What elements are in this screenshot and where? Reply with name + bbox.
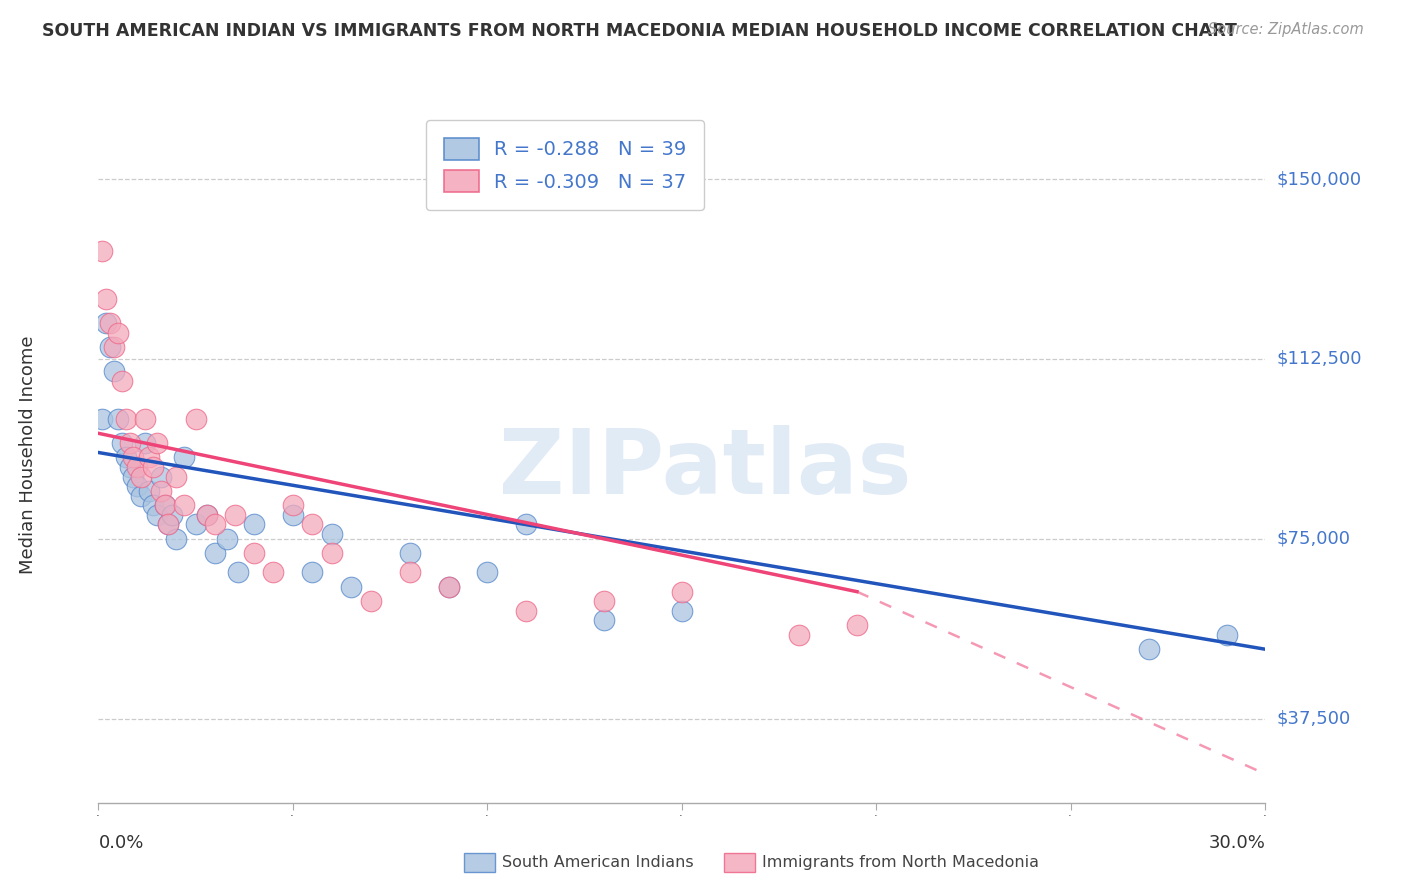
Point xyxy=(845,618,868,632)
Point xyxy=(142,459,165,474)
Point xyxy=(301,566,323,580)
Point xyxy=(243,517,266,532)
Text: $112,500: $112,500 xyxy=(1277,350,1362,368)
Point xyxy=(103,340,125,354)
Point xyxy=(173,450,195,465)
Point xyxy=(96,292,118,306)
Point xyxy=(149,469,172,483)
Point xyxy=(173,498,195,512)
Point xyxy=(107,326,129,340)
Point xyxy=(122,469,145,483)
Point xyxy=(146,508,169,522)
Point xyxy=(127,479,149,493)
Point xyxy=(671,584,693,599)
Point xyxy=(138,450,160,465)
Point xyxy=(477,566,499,580)
Point xyxy=(107,412,129,426)
Point xyxy=(515,517,537,532)
Point xyxy=(398,546,420,560)
Text: Immigrants from North Macedonia: Immigrants from North Macedonia xyxy=(762,855,1039,870)
Point xyxy=(437,580,460,594)
Point xyxy=(157,517,180,532)
Point xyxy=(153,498,176,512)
Point xyxy=(184,412,207,426)
Point xyxy=(138,483,160,498)
Text: 0.0%: 0.0% xyxy=(98,834,143,852)
Text: 30.0%: 30.0% xyxy=(1209,834,1265,852)
Point xyxy=(111,436,134,450)
Point xyxy=(398,566,420,580)
Point xyxy=(118,436,141,450)
Point xyxy=(195,508,218,522)
Point xyxy=(118,459,141,474)
Point xyxy=(321,527,343,541)
Text: SOUTH AMERICAN INDIAN VS IMMIGRANTS FROM NORTH MACEDONIA MEDIAN HOUSEHOLD INCOME: SOUTH AMERICAN INDIAN VS IMMIGRANTS FROM… xyxy=(42,22,1237,40)
Point xyxy=(243,546,266,560)
Point xyxy=(671,604,693,618)
Point xyxy=(301,517,323,532)
Text: ZIPatlas: ZIPatlas xyxy=(499,425,911,513)
Point xyxy=(98,340,121,354)
Point xyxy=(165,532,187,546)
Point xyxy=(281,498,304,512)
Text: Source: ZipAtlas.com: Source: ZipAtlas.com xyxy=(1208,22,1364,37)
Point xyxy=(96,316,118,330)
Point xyxy=(127,459,149,474)
Point xyxy=(515,604,537,618)
Point xyxy=(142,498,165,512)
Point xyxy=(129,489,152,503)
Point xyxy=(281,508,304,522)
Point xyxy=(262,566,284,580)
Point xyxy=(111,374,134,388)
Point xyxy=(360,594,382,608)
Legend: R = -0.288   N = 39, R = -0.309   N = 37: R = -0.288 N = 39, R = -0.309 N = 37 xyxy=(426,120,704,210)
Point xyxy=(593,594,616,608)
Point xyxy=(114,450,136,465)
Point xyxy=(228,566,250,580)
Point xyxy=(91,412,114,426)
Point xyxy=(134,412,156,426)
Point xyxy=(204,517,226,532)
Text: $75,000: $75,000 xyxy=(1277,530,1351,548)
Point xyxy=(593,614,616,628)
Point xyxy=(1215,628,1237,642)
Point xyxy=(122,450,145,465)
Point xyxy=(215,532,238,546)
Point xyxy=(184,517,207,532)
Text: $150,000: $150,000 xyxy=(1277,170,1361,188)
Point xyxy=(204,546,226,560)
Point xyxy=(153,498,176,512)
Point xyxy=(224,508,246,522)
Point xyxy=(340,580,363,594)
Point xyxy=(437,580,460,594)
Point xyxy=(114,412,136,426)
Point xyxy=(157,517,180,532)
Text: South American Indians: South American Indians xyxy=(502,855,693,870)
Text: Median Household Income: Median Household Income xyxy=(20,335,38,574)
Text: $37,500: $37,500 xyxy=(1277,710,1351,728)
Point xyxy=(103,364,125,378)
Point xyxy=(149,483,172,498)
Point xyxy=(321,546,343,560)
Point xyxy=(162,508,184,522)
Point xyxy=(195,508,218,522)
Point xyxy=(1137,642,1160,657)
Point xyxy=(91,244,114,258)
Point xyxy=(165,469,187,483)
Point xyxy=(146,436,169,450)
Point xyxy=(134,436,156,450)
Point xyxy=(129,469,152,483)
Point xyxy=(787,628,810,642)
Point xyxy=(98,316,121,330)
